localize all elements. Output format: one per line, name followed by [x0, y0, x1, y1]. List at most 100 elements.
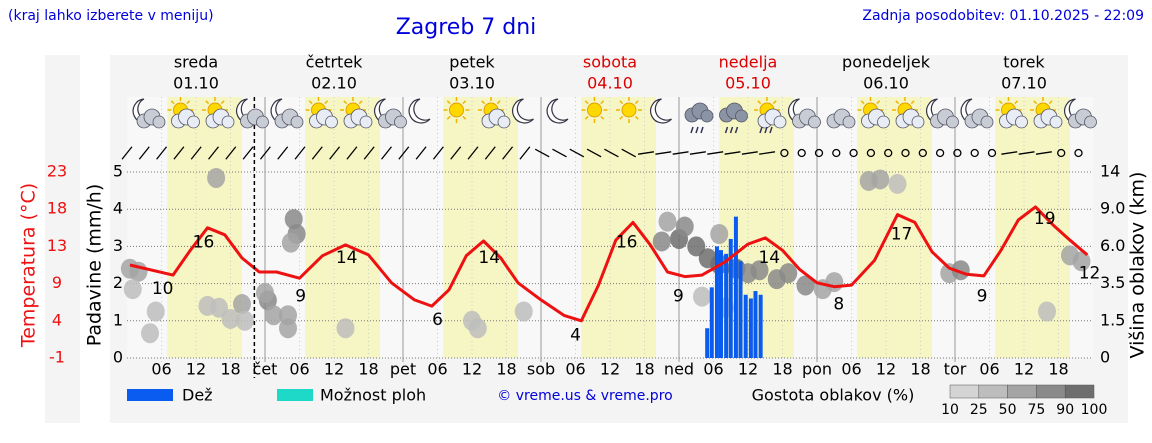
wind-calm	[884, 148, 893, 158]
cloud-scale-label: 90	[1056, 402, 1074, 418]
wind-barb	[689, 151, 706, 155]
x-tick-label: 12	[738, 360, 758, 379]
icon-ray	[1014, 100, 1019, 105]
icon-rain	[729, 126, 734, 134]
x-tick-label: tor	[944, 360, 967, 379]
icon-ray	[634, 115, 639, 120]
icon-cloud	[394, 115, 407, 129]
icon-moon	[408, 98, 431, 124]
icon-ray	[481, 100, 486, 105]
wind-barb	[277, 146, 289, 160]
wind-calm	[901, 148, 910, 158]
cloud-cell	[871, 169, 890, 190]
weather-icon	[167, 96, 200, 129]
icon-ray	[895, 100, 900, 105]
wind-barb	[637, 151, 655, 155]
temperature-label: 8	[833, 294, 844, 314]
wind-barb	[225, 146, 237, 160]
icon-cloud	[808, 115, 821, 129]
y2-tick-label: 3.5	[1100, 273, 1125, 292]
cloud-cell	[658, 211, 677, 232]
temperature-label: 9	[295, 287, 306, 307]
cloud-cell	[279, 305, 297, 326]
wind-barb	[156, 146, 168, 160]
day-date: 02.10	[311, 74, 357, 93]
day-name: sobota	[583, 53, 637, 72]
wind-barb	[1018, 151, 1035, 155]
cloud-cell	[233, 294, 251, 315]
x-tick-label: 18	[1048, 360, 1068, 379]
rain-bar	[724, 253, 729, 358]
wind-barb	[138, 146, 150, 160]
y-tick-label: 0	[113, 348, 123, 367]
day-name: četrtek	[306, 53, 364, 72]
weather-icon	[826, 108, 856, 129]
weather-icon	[236, 98, 269, 129]
icon-cloud	[256, 115, 269, 129]
legend-swatch	[127, 389, 173, 401]
icon-ray	[1048, 100, 1053, 105]
daylight-band	[305, 97, 380, 358]
y2-tick-label: 6.0	[1100, 236, 1125, 255]
icon-ray	[600, 100, 605, 105]
temperature-label: 16	[193, 232, 215, 252]
temperature-axis-title: Temperatura (°C)	[18, 183, 40, 348]
weather-icon	[857, 96, 890, 129]
temperature-label: 17	[891, 225, 913, 245]
cloud-cell	[336, 318, 355, 339]
wind-barb	[519, 146, 531, 160]
cloud-cell	[779, 263, 798, 284]
x-tick-label: 06	[565, 360, 585, 379]
icon-ray	[757, 100, 762, 105]
icon-ray	[910, 100, 915, 105]
day-date: 03.10	[449, 74, 495, 93]
wind-barb	[346, 146, 358, 160]
x-tick-label: 12	[600, 360, 620, 379]
wind-barb	[534, 148, 550, 158]
y-tick-label: 4	[113, 199, 123, 218]
wind-barb	[1001, 151, 1018, 155]
icon-ray	[496, 100, 501, 105]
icon-rain	[759, 126, 763, 134]
wind-barb	[569, 148, 585, 158]
x-tick-label: 12	[324, 360, 344, 379]
icon-cloud	[152, 115, 166, 129]
day-name: petek	[449, 53, 495, 72]
daylight-band	[443, 97, 518, 358]
wind-barb	[467, 146, 479, 160]
weather-icon	[443, 96, 470, 124]
wind-calm	[918, 148, 927, 158]
day-name: sreda	[174, 53, 218, 72]
y2-tick-label: 1.5	[1100, 310, 1125, 329]
day-date: 01.10	[173, 74, 219, 93]
wind-barb	[621, 148, 637, 158]
cloud-cell	[888, 173, 907, 194]
icon-rain	[724, 126, 729, 134]
weather-icon	[270, 98, 304, 129]
temperature-tick-label: 13	[47, 236, 67, 255]
icon-rain	[690, 126, 694, 134]
rain-bar	[718, 250, 723, 358]
icon-cloud	[359, 115, 373, 129]
temperature-label: 4	[570, 325, 581, 345]
wind-barb	[741, 151, 758, 155]
temperature-label: 12	[1079, 263, 1101, 283]
icon-ray	[634, 100, 639, 105]
weather-icon	[339, 96, 373, 129]
daylight-band	[581, 97, 656, 358]
cloud-cell	[1038, 301, 1056, 322]
x-tick-label: sob	[527, 360, 555, 379]
wind-barb	[604, 148, 619, 158]
icon-cloud	[700, 109, 714, 123]
day-date: 06.10	[863, 74, 909, 93]
icon-cloud	[290, 115, 304, 129]
x-tick-label: 12	[462, 360, 482, 379]
cloud-cell	[675, 216, 694, 237]
daylight-band	[995, 97, 1070, 358]
icon-ray	[170, 100, 175, 105]
menu-note: (kraj lahko izberete v meniju)	[8, 8, 214, 24]
wind-calm	[935, 148, 945, 158]
y-tick-label: 1	[113, 310, 123, 329]
legend-swatch	[277, 389, 313, 401]
weather-icon	[891, 96, 925, 129]
